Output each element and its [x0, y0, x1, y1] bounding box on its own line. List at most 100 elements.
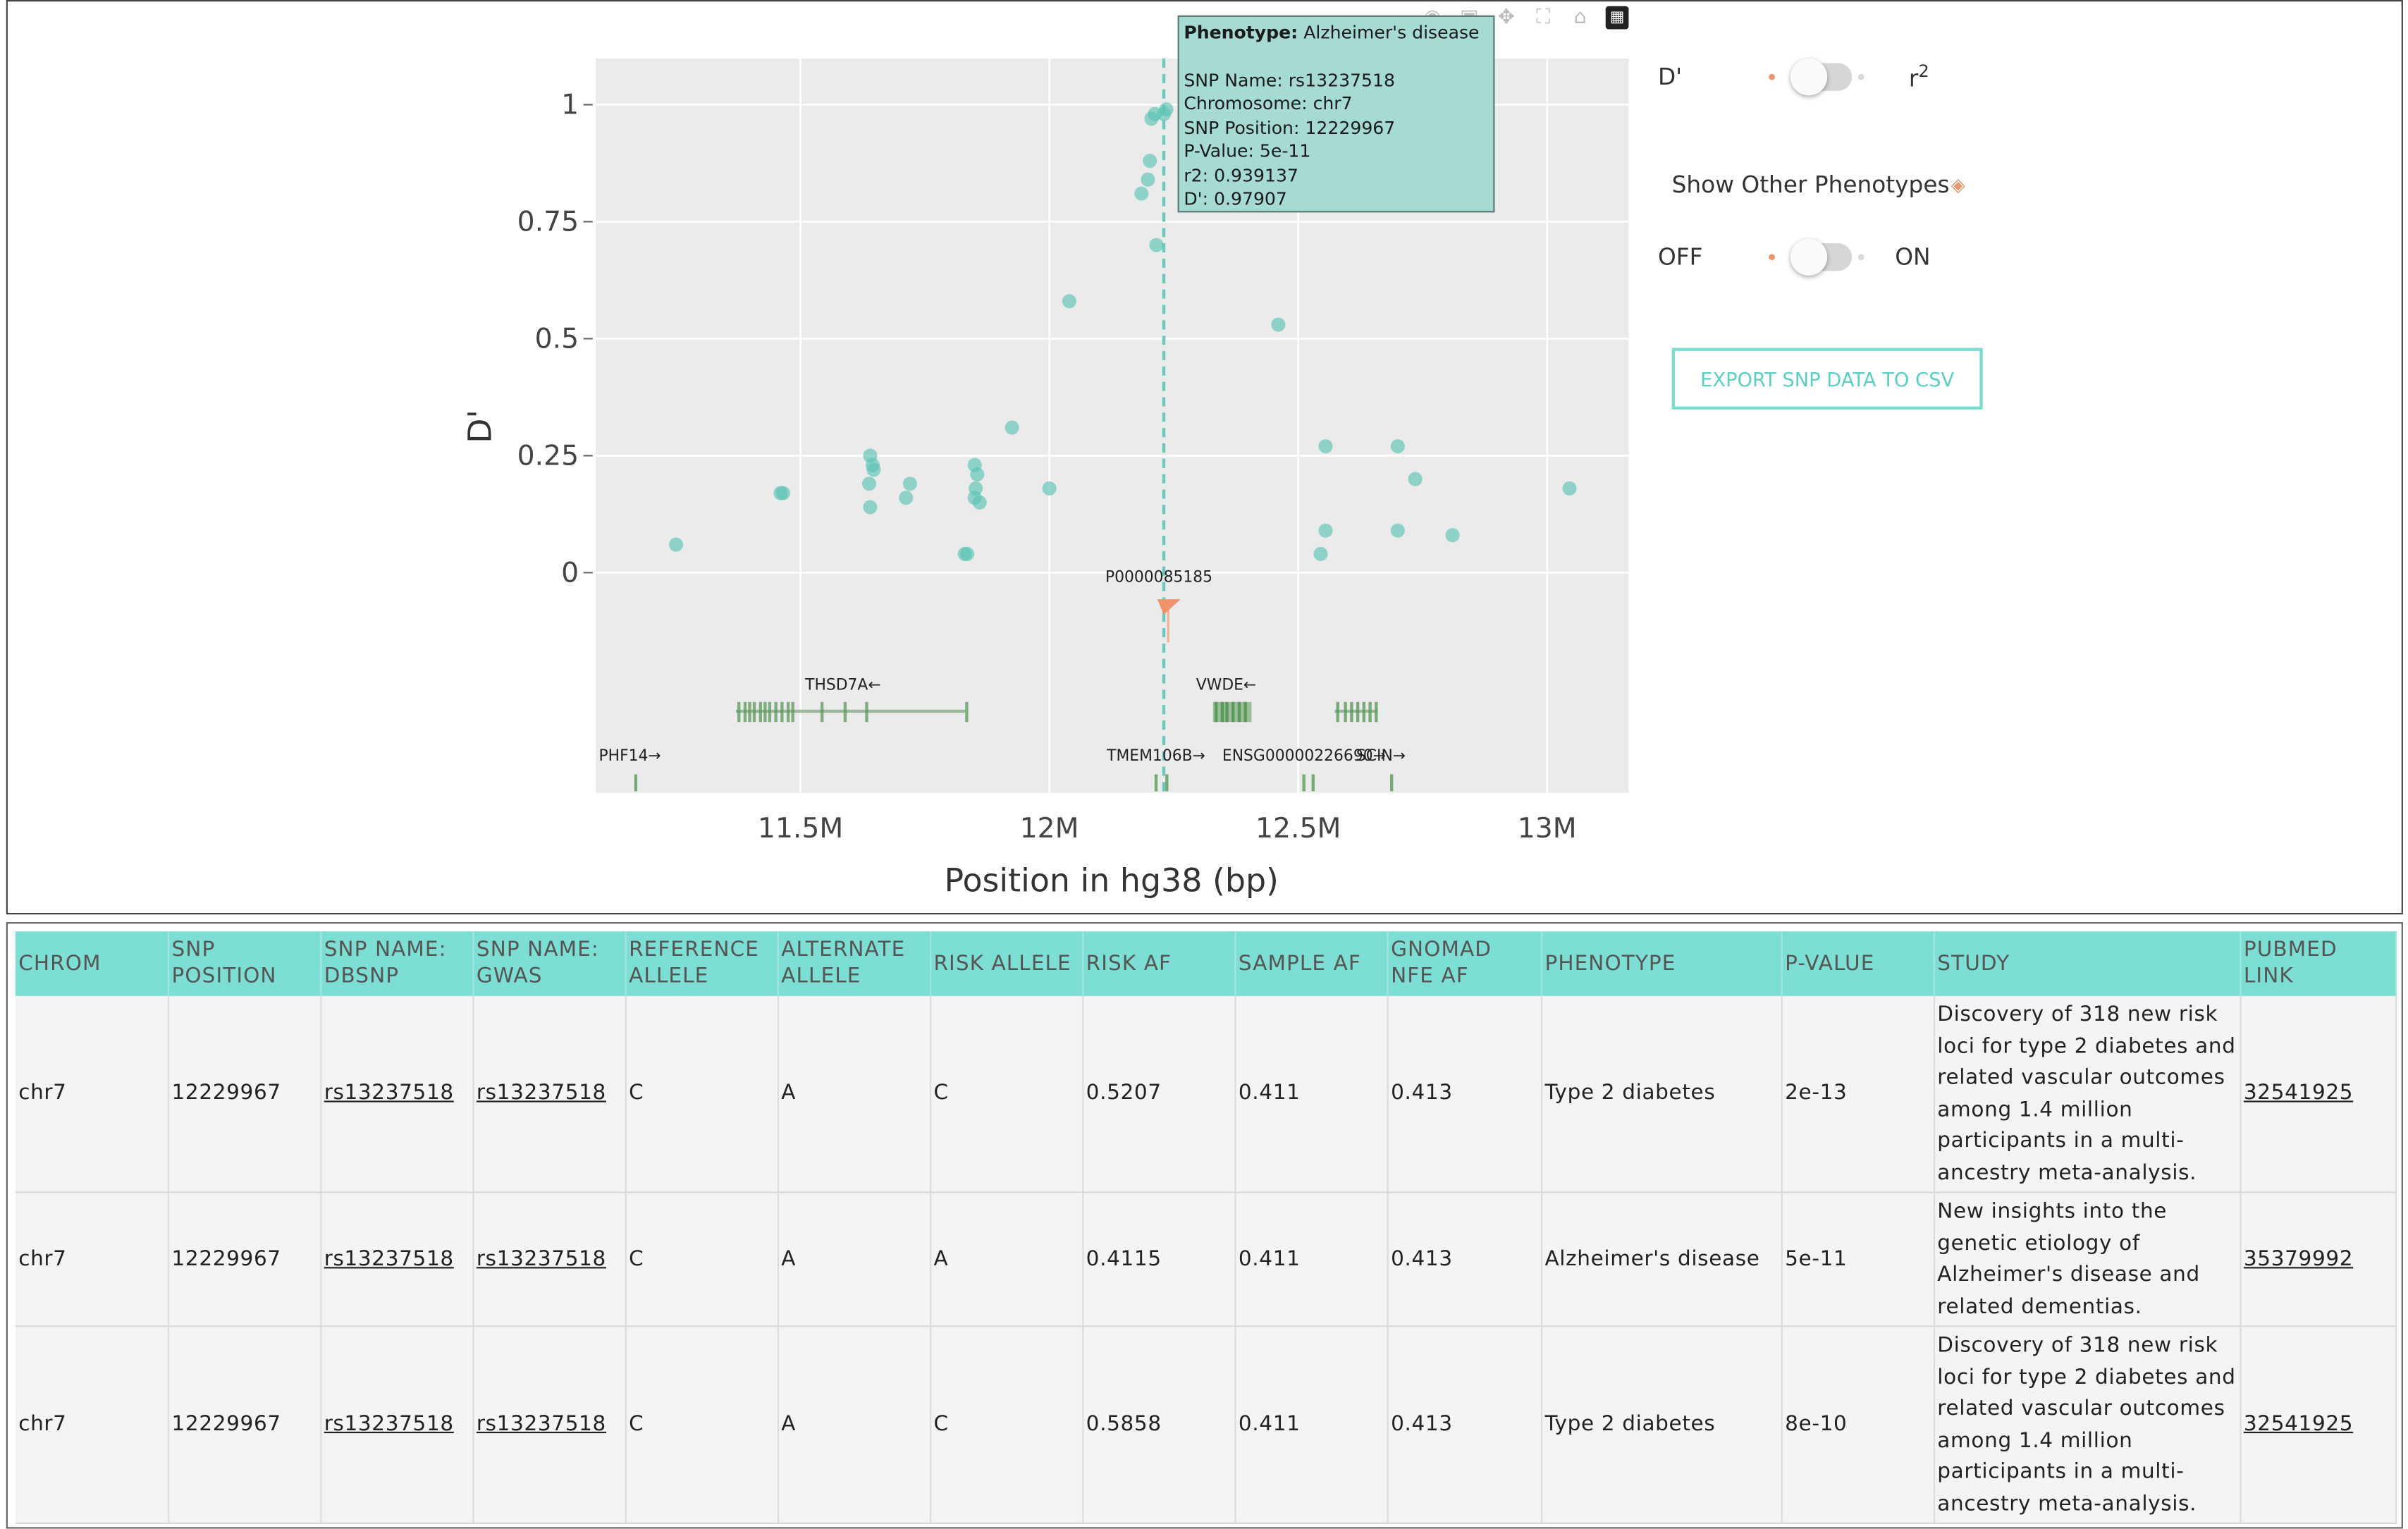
info-icon[interactable]: ◈ — [1951, 173, 1965, 196]
snp-name-link[interactable]: rs13237518 — [476, 1246, 606, 1272]
exon-mark — [1225, 701, 1229, 723]
snp-name-link[interactable]: rs13237518 — [476, 1412, 606, 1437]
tooltip-p-value: P-Value: 5e-11 — [1184, 140, 1311, 162]
show-other-phenotypes-row: Show Other Phenotypes ◈ — [1672, 171, 1965, 198]
column-header-text: STUDY — [1937, 950, 2010, 976]
column-header[interactable]: SNP POSITION — [168, 931, 321, 996]
snp-point[interactable] — [1062, 294, 1076, 309]
column-header[interactable]: REFERENCE ALLELE — [625, 931, 778, 996]
exon-mark — [1362, 701, 1366, 723]
column-header[interactable]: STUDY — [1933, 931, 2241, 996]
exon-mark — [1368, 701, 1372, 723]
table-cell: rs13237518 — [472, 1326, 626, 1524]
show-other-phenotypes-label: Show Other Phenotypes — [1671, 171, 1950, 199]
ld-metric-switch[interactable] — [1784, 57, 1853, 97]
exon-mark — [780, 701, 784, 723]
pubmed-link[interactable]: 32541925 — [2243, 1412, 2354, 1437]
snp-point[interactable] — [775, 486, 790, 501]
exon-mark — [1336, 701, 1339, 723]
home-icon[interactable]: ⌂ — [1573, 5, 1587, 29]
snp-point[interactable] — [960, 546, 975, 561]
column-header-text: SNP NAME: — [476, 937, 599, 962]
data-points[interactable] — [669, 102, 1577, 561]
switch-knob[interactable] — [1790, 58, 1828, 96]
column-header[interactable]: CHROM — [15, 931, 169, 996]
table-cell: 12229967 — [168, 1326, 321, 1524]
marker-points[interactable] — [1157, 599, 1181, 643]
table-cell: 35379992 — [2240, 1192, 2397, 1327]
snp-point[interactable] — [972, 495, 987, 510]
table-cell: rs13237518 — [320, 1192, 474, 1327]
table-cell: Discovery of 318 new risk loci for type … — [1933, 1326, 2241, 1524]
column-header[interactable]: PHENOTYPE — [1540, 931, 1782, 996]
snp-point[interactable] — [863, 500, 878, 515]
snp-point[interactable] — [861, 477, 877, 491]
table-cell: 0.413 — [1387, 1326, 1542, 1524]
table-cell: A — [777, 1192, 931, 1327]
export-csv-button[interactable]: EXPORT SNP DATA TO CSV — [1671, 348, 1983, 410]
exon-mark — [752, 701, 756, 723]
snp-point[interactable] — [1042, 481, 1057, 496]
pubmed-link[interactable]: 35379992 — [2243, 1246, 2354, 1272]
snp-point[interactable] — [1390, 523, 1405, 538]
column-header[interactable]: SNP NAME: GWAS — [472, 931, 626, 996]
snp-point[interactable] — [1134, 186, 1149, 201]
column-header[interactable]: PUBMED LINK — [2240, 931, 2397, 996]
pan-icon[interactable]: ✥ — [1497, 5, 1515, 29]
snp-point[interactable] — [1318, 523, 1333, 538]
column-header-text: SNP — [171, 937, 216, 962]
column-header[interactable]: RISK AF — [1082, 931, 1236, 996]
gene-label-phf14: PHF14→ — [598, 747, 661, 765]
snp-point[interactable] — [1149, 238, 1164, 252]
column-header[interactable]: P-VALUE — [1781, 931, 1934, 996]
pubmed-link[interactable]: 32541925 — [2243, 1081, 2354, 1106]
snp-point[interactable] — [1408, 472, 1423, 486]
snp-point[interactable] — [1562, 481, 1577, 496]
column-header[interactable]: ALTERNATE ALLELE — [777, 931, 931, 996]
y-tick-label: 1 — [561, 90, 579, 121]
column-header-text: SNP NAME: — [324, 937, 447, 962]
snp-table-container: CHROM SNP POSITION SNP NAME: DBSNP SNP NAME: G… — [6, 922, 2403, 1529]
on-label: ON — [1895, 243, 1931, 271]
snp-point[interactable] — [1445, 528, 1460, 543]
x-tick-label: 11.5M — [758, 813, 843, 845]
column-header[interactable]: SNP NAME: DBSNP — [320, 931, 474, 996]
snp-point[interactable] — [669, 537, 684, 552]
snp-point[interactable] — [1318, 439, 1333, 454]
plot-panel: 1 0.75 0.5 0.25 0 11.5M 12M 12.5M 13M D' Positi… — [6, 0, 2403, 915]
column-header[interactable]: RISK ALLELE — [930, 931, 1083, 996]
exon-mark — [774, 701, 778, 723]
snp-name-link[interactable]: rs13237518 — [324, 1246, 454, 1272]
column-header[interactable]: GNOMAD NFE AF — [1387, 931, 1542, 996]
snp-point[interactable] — [1141, 172, 1155, 187]
snp-point[interactable] — [866, 462, 881, 477]
switch-knob[interactable] — [1790, 238, 1828, 276]
snp-name-link[interactable]: rs13237518 — [476, 1081, 606, 1106]
table-cell: Alzheimer's disease — [1540, 1192, 1782, 1327]
autoscale-icon[interactable]: ⛶ — [1536, 5, 1551, 29]
plotly-logo-icon[interactable]: ▦ — [1605, 5, 1629, 29]
snp-point[interactable] — [1005, 420, 1019, 435]
snp-point[interactable] — [1390, 439, 1405, 454]
snp-point[interactable] — [1313, 546, 1328, 561]
exon-mark — [1165, 774, 1169, 792]
table-cell: Type 2 diabetes — [1540, 995, 1782, 1193]
exon-mark — [965, 701, 969, 723]
column-header-text: GNOMAD — [1391, 937, 1492, 962]
column-header-text: ALTERNATE — [781, 937, 906, 962]
column-header[interactable]: SAMPLE AF — [1234, 931, 1388, 996]
table-cell: C — [625, 1326, 778, 1524]
snp-point[interactable] — [1143, 154, 1157, 168]
marker-triangle[interactable] — [1157, 599, 1181, 615]
snp-point[interactable] — [1159, 102, 1174, 117]
snp-point[interactable] — [1271, 317, 1286, 332]
exon-mark — [1231, 701, 1235, 723]
snp-name-link[interactable]: rs13237518 — [324, 1081, 454, 1106]
snp-point[interactable] — [899, 491, 914, 505]
other-phenotypes-switch[interactable] — [1784, 237, 1853, 277]
snp-point[interactable] — [970, 467, 985, 482]
exon-mark — [1344, 701, 1347, 723]
snp-point[interactable] — [902, 477, 917, 491]
snp-name-link[interactable]: rs13237518 — [324, 1412, 454, 1437]
exon-mark — [1243, 701, 1247, 723]
